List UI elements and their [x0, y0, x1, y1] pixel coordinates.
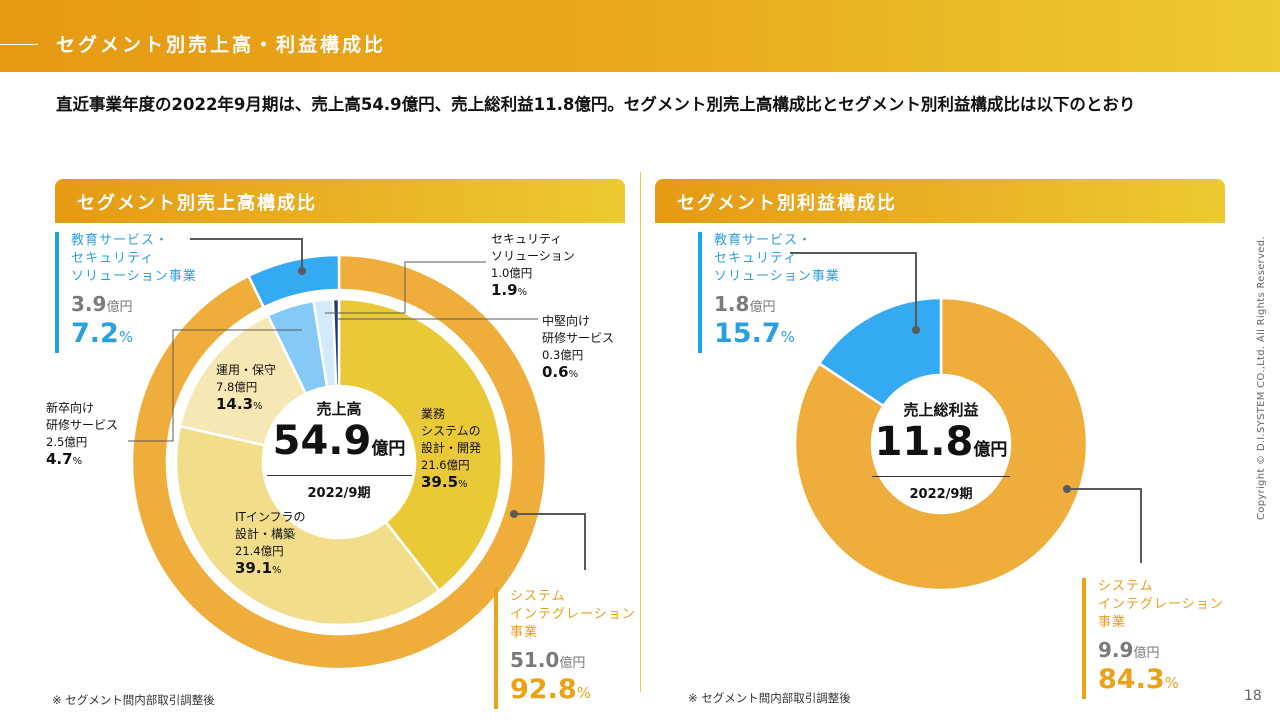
detail-pct: 4.7%: [46, 450, 83, 468]
detail-amount: 0.3億円: [542, 348, 584, 362]
sales-center-summary: 売上高 54.9億円 2022/9期: [264, 398, 414, 501]
profit-total-value: 11.8億円: [874, 419, 1008, 465]
sales-footnote: ※ セグメント間内部取引調整後: [52, 693, 215, 707]
segment-ratio: 15.7%: [714, 318, 795, 349]
detail-name: 業務 システムの 設計・開発: [421, 407, 482, 455]
connector-dot-sales-education: [298, 267, 306, 275]
profit-segment-education: 教育サービス・ セキュリティ ソリューション事業 1.8億円 15.7%: [698, 232, 840, 353]
detail-label-business-systems: 業務 システムの 設計・開発 21.6億円 39.5%: [421, 406, 481, 493]
segment-name: システム インテグレーション 事業: [1098, 579, 1224, 630]
segment-ratio: 7.2%: [71, 318, 134, 349]
segment-name: 教育サービス・ セキュリティ ソリューション事業: [714, 233, 840, 284]
detail-label-operations: 運用・保守 7.8億円 14.3%: [216, 362, 276, 415]
segment-amount: 9.9億円: [1098, 638, 1160, 662]
profit-panel-title: セグメント別利益構成比: [677, 193, 897, 214]
connector-security: [325, 261, 486, 314]
detail-label-mid-career-training: 中堅向け 研修サービス 0.3億円 0.6%: [542, 313, 614, 383]
detail-label-security: セキュリティ ソリューション 1.0億円 1.9%: [491, 231, 575, 301]
detail-amount: 1.0億円: [491, 266, 533, 280]
sales-total-value: 54.9億円: [272, 418, 406, 464]
segment-amount: 51.0億円: [510, 648, 586, 672]
segment-name: 教育サービス・ セキュリティ ソリューション事業: [71, 233, 197, 284]
profit-center-summary: 売上総利益 11.8億円 2022/9期: [866, 399, 1016, 502]
panel-divider: [640, 172, 641, 692]
detail-pct: 39.5%: [421, 473, 468, 491]
segment-amount: 1.8億円: [714, 292, 776, 316]
sales-center-rule: [266, 475, 412, 476]
detail-pct: 14.3%: [216, 395, 263, 413]
connector-dot-sales-si: [510, 510, 518, 518]
detail-pct: 1.9%: [491, 281, 528, 299]
lead-text: 直近事業年度の2022年9月期は、売上高54.9億円、売上総利益11.8億円。セ…: [56, 95, 1136, 114]
connector-lines: [128, 238, 1142, 570]
detail-label-it-infra: ITインフラの 設計・構築 21.4億円 39.1%: [235, 509, 306, 579]
detail-name: ITインフラの 設計・構築: [235, 510, 306, 541]
detail-amount: 7.8億円: [216, 380, 258, 394]
page-title: セグメント別売上高・利益構成比: [56, 34, 387, 56]
profit-center-title: 売上総利益: [903, 401, 979, 419]
segment-ratio: 84.3%: [1098, 664, 1179, 695]
connector-sales-si: [514, 513, 586, 570]
profit-center-period: 2022/9期: [909, 487, 973, 502]
sales-segment-system-integration: システム インテグレーション 事業 51.0億円 92.8%: [494, 588, 636, 709]
sales-center-title: 売上高: [316, 400, 362, 418]
detail-name: 運用・保守: [216, 363, 277, 377]
header-accent-line: [0, 44, 38, 45]
detail-amount: 2.5億円: [46, 435, 88, 449]
page-number: 18: [1244, 688, 1262, 704]
connector-new-grad: [128, 329, 302, 442]
detail-name: 新卒向け 研修サービス: [46, 401, 119, 432]
detail-name: 中堅向け 研修サービス: [542, 314, 615, 345]
connector-dot-profit-si: [1063, 485, 1071, 493]
segment-ratio: 92.8%: [510, 674, 591, 705]
sales-center-period: 2022/9期: [307, 486, 371, 501]
connector-dot-profit-education: [912, 326, 920, 334]
profit-footnote: ※ セグメント間内部取引調整後: [688, 691, 851, 705]
detail-name: セキュリティ ソリューション: [491, 232, 575, 263]
connector-sales-education: [190, 238, 303, 271]
detail-label-new-grad-training: 新卒向け 研修サービス 2.5億円 4.7%: [46, 400, 118, 470]
slide-header: セグメント別売上高・利益構成比: [0, 0, 1280, 72]
connector-profit-si: [1067, 488, 1142, 563]
detail-amount: 21.4億円: [235, 544, 284, 558]
profit-center-rule: [872, 476, 1010, 477]
segment-amount: 3.9億円: [71, 292, 133, 316]
sales-segment-education: 教育サービス・ セキュリティ ソリューション事業 3.9億円 7.2%: [55, 232, 197, 353]
detail-amount: 21.6億円: [421, 458, 470, 472]
profit-segment-system-integration: システム インテグレーション 事業 9.9億円 84.3%: [1082, 578, 1224, 699]
sales-panel-header: セグメント別売上高構成比: [55, 179, 625, 223]
connector-profit-education: [790, 252, 917, 330]
detail-pct: 39.1%: [235, 559, 282, 577]
copyright-text: Copyright © D.I.SYSTEM CO.,Ltd. All Righ…: [1256, 236, 1267, 520]
detail-pct: 0.6%: [542, 363, 579, 381]
segment-name: システム インテグレーション 事業: [510, 589, 636, 640]
sales-panel-title: セグメント別売上高構成比: [77, 193, 317, 214]
profit-panel-header: セグメント別利益構成比: [655, 179, 1225, 223]
